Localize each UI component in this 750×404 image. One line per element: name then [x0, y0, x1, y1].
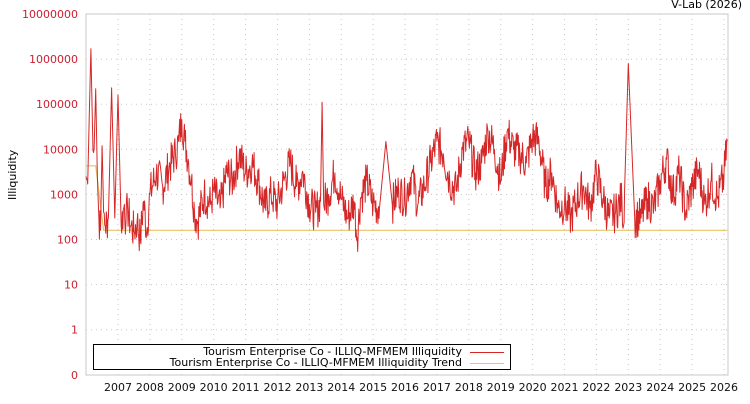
legend-label-trend: Tourism Enterprise Co - ILLIQ-MFMEM Illi… — [169, 356, 462, 369]
x-tick-label: 2026 — [710, 381, 738, 394]
x-tick-label: 2013 — [295, 381, 323, 394]
x-tick-label: 2009 — [168, 381, 196, 394]
legend-label-illiquidity: Tourism Enterprise Co - ILLIQ-MFMEM Illi… — [203, 345, 462, 358]
y-tick-label: 10000000 — [22, 8, 78, 21]
x-tick-label: 2016 — [391, 381, 419, 394]
x-tick-label: 2019 — [487, 381, 515, 394]
x-tick-label: 2022 — [582, 381, 610, 394]
x-tick-label: 2011 — [232, 381, 260, 394]
x-tick-label: 2015 — [359, 381, 387, 394]
x-tick-label: 2020 — [519, 381, 547, 394]
y-tick-label: 100000 — [36, 98, 78, 111]
plot-frame — [85, 13, 729, 376]
x-tick-label: 2024 — [646, 381, 674, 394]
y-tick-label: 100 — [57, 234, 78, 247]
legend-swatch-trend — [470, 362, 504, 364]
x-tick-label: 2018 — [455, 381, 483, 394]
y-tick-label: 1 — [71, 324, 78, 337]
trend-series-line — [86, 165, 728, 231]
x-tick-label: 2023 — [614, 381, 642, 394]
legend-swatch-illiquidity — [470, 351, 504, 353]
x-tick-label: 2010 — [200, 381, 228, 394]
y-tick-label: 0 — [71, 369, 78, 382]
legend-item-illiquidity: Tourism Enterprise Co - ILLIQ-MFMEM Illi… — [203, 346, 504, 358]
y-tick-label: 10000 — [43, 143, 78, 156]
chart-credit: V-Lab (2026) — [671, 0, 742, 11]
x-tick-label: 2008 — [136, 381, 164, 394]
y-axis-label: Illiquidity — [6, 149, 19, 200]
legend: Tourism Enterprise Co - ILLIQ-MFMEM Illi… — [93, 344, 511, 370]
illiquidity-series-line — [85, 48, 728, 252]
y-tick-label: 10 — [64, 279, 78, 292]
legend-item-trend: Tourism Enterprise Co - ILLIQ-MFMEM Illi… — [170, 357, 504, 369]
x-tick-label: 2025 — [678, 381, 706, 394]
x-axis-tick-labels: 2007 2008 2009 2010 2011 2012 2013 2014 2015 2016… — [104, 381, 738, 394]
x-tick-label: 2007 — [104, 381, 132, 394]
x-tick-label: 2012 — [263, 381, 291, 394]
x-tick-label: 2021 — [551, 381, 579, 394]
x-tick-label: 2017 — [423, 381, 451, 394]
x-tick-label: 2014 — [327, 381, 355, 394]
y-tick-label: 1000000 — [29, 53, 78, 66]
y-tick-label: 1000 — [50, 188, 78, 201]
